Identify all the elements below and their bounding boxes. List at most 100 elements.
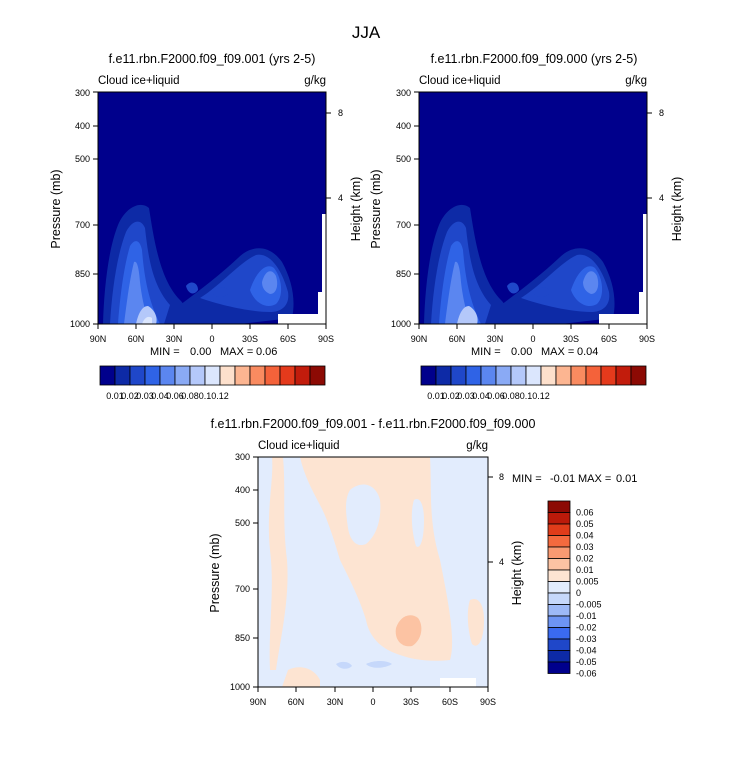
colorbar-swatch bbox=[189, 365, 206, 386]
colorbar-label: 0.03 bbox=[576, 542, 594, 552]
colorbar-swatch bbox=[547, 512, 571, 525]
colorbar-swatch bbox=[204, 365, 221, 386]
panel-2-cloud-contours bbox=[424, 204, 615, 324]
panel-1-title: f.e11.rbn.F2000.f09_f09.001 (yrs 2-5) bbox=[109, 52, 316, 66]
panel-3-x-tick-label: 0 bbox=[370, 697, 375, 707]
colorbar-label: 0.01 bbox=[106, 391, 124, 401]
panel-1-contour-west-6 bbox=[142, 316, 152, 324]
colorbar-label: 0.08 bbox=[181, 391, 199, 401]
colorbar-swatch bbox=[495, 365, 512, 386]
panel-3-missing-terrain bbox=[440, 678, 476, 687]
panel-2-contour-tropics bbox=[507, 282, 519, 294]
colorbar-swatch bbox=[555, 365, 572, 386]
panel-3-max-label: MAX = bbox=[578, 473, 611, 485]
panel-2-colorbar: 0.010.020.030.040.060.08 0.1 0.12 bbox=[420, 365, 647, 401]
panel-1-contour-tropics bbox=[186, 282, 198, 294]
colorbar-swatch bbox=[510, 365, 527, 386]
colorbar-label: 0.02 bbox=[121, 391, 139, 401]
colorbar-label: 0.08 bbox=[502, 391, 520, 401]
panel-2-y-axis-ticks bbox=[414, 91, 419, 325]
colorbar-swatch bbox=[547, 500, 571, 513]
colorbar-swatch bbox=[547, 638, 571, 651]
colorbar-swatch bbox=[234, 365, 251, 386]
panel-3-y2-axis-ticks bbox=[488, 476, 493, 563]
panel-1-y-tick-label: 400 bbox=[75, 121, 90, 131]
colorbar-swatch bbox=[600, 365, 617, 386]
panel-1-y-axis-ticks bbox=[93, 91, 98, 325]
panel-1-y-tick-label: 1000 bbox=[70, 319, 90, 329]
panel-2-x-tick-label: 60S bbox=[601, 334, 617, 344]
colorbar-label: 0.05 bbox=[576, 519, 594, 529]
colorbar-label: 0.06 bbox=[576, 508, 594, 518]
colorbar-swatch bbox=[615, 365, 632, 386]
panel-3-y2-axis-label: Height (km) bbox=[510, 541, 524, 606]
panel-2-y-axis-label: Pressure (mb) bbox=[369, 169, 383, 248]
panel-2-x-axis-ticks bbox=[418, 324, 648, 329]
colorbar-label: 0.01 bbox=[576, 565, 594, 575]
panel-1-x-tick-label: 90S bbox=[318, 334, 334, 344]
panel-1-y2-axis-label: Height (km) bbox=[349, 177, 363, 242]
colorbar-swatch bbox=[630, 365, 647, 386]
panel-1-y2-axis-ticks bbox=[326, 112, 331, 199]
panel-3-negative-min bbox=[366, 661, 392, 668]
colorbar-label: -0.04 bbox=[576, 646, 597, 656]
panel-1-max-label: MAX = bbox=[220, 346, 253, 358]
colorbar-label: 0.04 bbox=[151, 391, 169, 401]
colorbar-label: 0.1 bbox=[199, 391, 212, 401]
panel-2-y-tick-label: 300 bbox=[396, 88, 411, 98]
panel-3-positive-region bbox=[467, 598, 484, 646]
panel-3-positive-region bbox=[268, 457, 288, 670]
panel-1-right-label: g/kg bbox=[304, 75, 326, 87]
colorbar-swatch bbox=[540, 365, 557, 386]
panel-3-y-tick-label: 850 bbox=[235, 633, 250, 643]
panel-2-y-tick-label: 1000 bbox=[391, 319, 411, 329]
panel-1-y-tick-label: 500 bbox=[75, 154, 90, 164]
panel-1-x-tick-label: 60N bbox=[128, 334, 145, 344]
panel-2-right-label: g/kg bbox=[625, 75, 647, 87]
panel-1-y-axis-label: Pressure (mb) bbox=[49, 169, 63, 248]
panel-2-missing-terrain bbox=[599, 214, 647, 324]
panel-3-negative-region bbox=[346, 484, 381, 546]
panel-1-max-value: 0.06 bbox=[256, 346, 277, 358]
colorbar-swatch bbox=[480, 365, 497, 386]
colorbar-swatch bbox=[159, 365, 176, 386]
panel-2-y2-axis-ticks bbox=[647, 112, 652, 199]
panel-3-colorbar: 0.060.050.040.030.020.010.0050-0.005-0.0… bbox=[547, 500, 602, 679]
colorbar-swatch bbox=[570, 365, 587, 386]
panel-3-y-tick-label: 500 bbox=[235, 518, 250, 528]
panel-2-x-tick-label: 90S bbox=[639, 334, 655, 344]
colorbar-label: -0.06 bbox=[576, 669, 597, 679]
panel-2-left-label: Cloud ice+liquid bbox=[419, 75, 501, 87]
colorbar-swatch bbox=[174, 365, 191, 386]
panel-3-y-axis-ticks bbox=[253, 456, 258, 688]
colorbar-swatch bbox=[249, 365, 266, 386]
panel-3-x-axis-ticks bbox=[257, 687, 489, 692]
panel-1-y-tick-label: 700 bbox=[75, 220, 90, 230]
colorbar-swatch bbox=[450, 365, 467, 386]
panel-3-x-tick-label: 90N bbox=[250, 697, 267, 707]
panel-1-x-tick-label: 30N bbox=[166, 334, 183, 344]
colorbar-label: 0.005 bbox=[576, 577, 599, 587]
panel-3-title: f.e11.rbn.F2000.f09_f09.001 - f.e11.rbn.… bbox=[211, 417, 536, 431]
colorbar-label: 0.04 bbox=[576, 531, 594, 541]
panel-3-y2-tick-label: 4 bbox=[499, 557, 504, 567]
colorbar-label: 0.12 bbox=[211, 391, 229, 401]
panel-3: f.e11.rbn.F2000.f09_f09.001 - f.e11.rbn.… bbox=[208, 417, 637, 707]
panel-1-contour-mid bbox=[212, 287, 230, 298]
panel-2-title: f.e11.rbn.F2000.f09_f09.000 (yrs 2-5) bbox=[431, 52, 638, 66]
panel-3-min-label: MIN = bbox=[512, 473, 542, 485]
colorbar-swatch bbox=[547, 546, 571, 559]
panel-3-positive-max bbox=[395, 615, 422, 647]
panel-2-x-tick-label: 60N bbox=[449, 334, 466, 344]
colorbar-label: 0.04 bbox=[472, 391, 490, 401]
panel-3-left-label: Cloud ice+liquid bbox=[258, 440, 340, 452]
colorbar-label: 0.03 bbox=[136, 391, 154, 401]
panel-1-x-tick-label: 0 bbox=[209, 334, 214, 344]
panel-2-x-tick-label: 30S bbox=[563, 334, 579, 344]
panel-1-y2-tick-label: 4 bbox=[338, 193, 343, 203]
panel-1-y-tick-label: 850 bbox=[75, 269, 90, 279]
panel-1-x-axis-ticks bbox=[97, 324, 327, 329]
panel-1-x-tick-label: 30S bbox=[242, 334, 258, 344]
colorbar-swatch bbox=[547, 615, 571, 628]
colorbar-label: -0.005 bbox=[576, 600, 602, 610]
